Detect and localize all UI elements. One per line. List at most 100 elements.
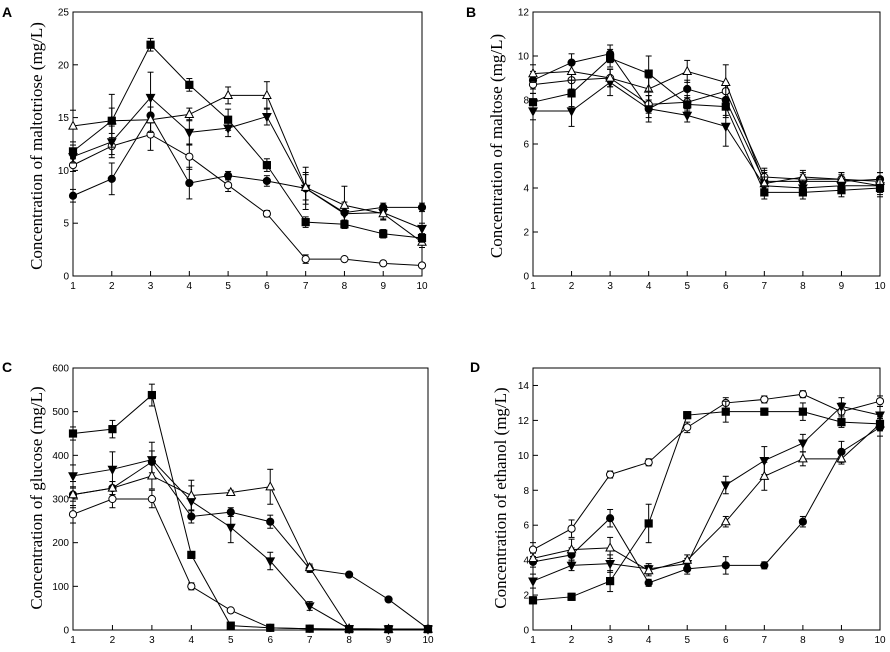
series-triangle-up-open: [528, 416, 885, 577]
data-point: [644, 519, 653, 528]
data-point: [265, 557, 276, 567]
data-point: [683, 84, 692, 94]
data-point: [378, 208, 389, 218]
data-point: [379, 229, 388, 238]
panel-label-d: D: [470, 359, 480, 375]
data-point: [340, 255, 349, 264]
series-line: [72, 94, 423, 243]
y-tick-label: 15: [58, 113, 70, 124]
series-circle-open: [68, 489, 433, 634]
series-line: [532, 411, 881, 601]
data-point: [721, 407, 730, 416]
data-point: [797, 439, 808, 449]
data-point: [875, 411, 885, 421]
data-point: [223, 89, 234, 100]
data-point: [528, 577, 538, 587]
x-tick-label: 5: [684, 281, 690, 292]
data-point: [683, 423, 692, 432]
data-point: [798, 188, 807, 197]
y-tick-label: 8: [523, 96, 529, 107]
x-tick-label: 2: [110, 635, 116, 646]
data-point: [224, 171, 233, 180]
data-point: [184, 128, 195, 139]
y-tick-label: 10: [518, 52, 530, 63]
x-tick-label: 2: [109, 281, 115, 292]
x-tick-label: 5: [684, 635, 690, 646]
data-point: [379, 259, 388, 268]
data-point: [682, 554, 693, 564]
data-point: [760, 407, 769, 416]
data-point: [720, 481, 731, 491]
y-tick-label: 25: [58, 8, 70, 19]
data-point: [606, 54, 615, 63]
series-line: [533, 81, 880, 189]
series-line: [72, 43, 423, 239]
data-point: [305, 624, 314, 633]
data-point: [875, 183, 885, 193]
data-point: [301, 218, 310, 227]
data-point: [605, 542, 616, 552]
x-tick-label: 8: [800, 281, 806, 292]
x-tick-label: 7: [303, 281, 309, 292]
data-point: [108, 494, 117, 504]
data-point: [417, 233, 427, 243]
data-point: [304, 602, 315, 612]
plot-frame: [72, 11, 423, 277]
data-point: [528, 545, 538, 554]
data-point: [528, 98, 538, 107]
series-circle-open: [528, 68, 885, 193]
data-point: [417, 261, 427, 270]
data-point: [265, 481, 276, 491]
data-point: [528, 552, 538, 562]
series-line: [532, 426, 881, 584]
x-tick-label: 7: [762, 635, 768, 646]
data-point: [720, 516, 731, 526]
x-tick-label: 10: [874, 281, 886, 292]
data-point: [566, 107, 577, 117]
y-tick-label: 10: [58, 166, 70, 177]
series-triangle-down-filled: [528, 68, 885, 196]
x-tick-label: 1: [70, 635, 76, 646]
data-point: [644, 69, 653, 78]
y-tick-label: 6: [523, 140, 529, 151]
data-point: [566, 65, 577, 75]
data-point: [566, 543, 577, 554]
x-tick-label: 3: [607, 635, 613, 646]
data-point: [187, 550, 196, 559]
y-tick-label: 6: [523, 521, 529, 532]
data-point: [145, 93, 156, 104]
plot-frame: [532, 11, 881, 277]
series-triangle-down-filled: [528, 397, 885, 589]
data-point: [262, 209, 271, 218]
data-point: [760, 395, 769, 404]
data-point: [68, 472, 78, 482]
series-line: [532, 70, 881, 185]
y-tick-label: 5: [63, 219, 69, 230]
data-point: [798, 517, 807, 526]
series-circle-filled: [528, 44, 885, 196]
data-point: [643, 564, 654, 575]
x-tick-label: 4: [646, 635, 652, 646]
data-point: [683, 411, 692, 420]
series-circle-open: [528, 390, 885, 558]
y-axis-label-b: Concentration of maltose (mg/L): [487, 34, 506, 258]
x-tick-label: 4: [189, 635, 195, 646]
y-tick-label: 2: [523, 591, 529, 602]
data-point: [186, 489, 197, 500]
data-point: [340, 220, 349, 229]
y-axis-label-a: Concentration of maltotriose (mg/L): [27, 22, 46, 270]
data-point: [836, 173, 847, 183]
y-tick-label: 0: [523, 626, 529, 637]
data-point: [225, 523, 236, 534]
data-point: [875, 419, 885, 428]
y-tick-label: 0: [63, 626, 69, 637]
panel-c: C Concentration of glucose (mg/L) 0 100 20…: [2, 359, 434, 646]
y-tick-label: 300: [52, 495, 69, 506]
data-point: [720, 122, 731, 133]
x-tick-label: 4: [187, 281, 193, 292]
data-point: [605, 560, 616, 570]
panel-d: D Concentration of ethanol (mg/L) 0 2 4 6 8 1…: [470, 359, 886, 646]
y-tick-label: 8: [523, 486, 529, 497]
x-tick-label: 9: [380, 281, 386, 292]
data-point: [261, 112, 272, 123]
